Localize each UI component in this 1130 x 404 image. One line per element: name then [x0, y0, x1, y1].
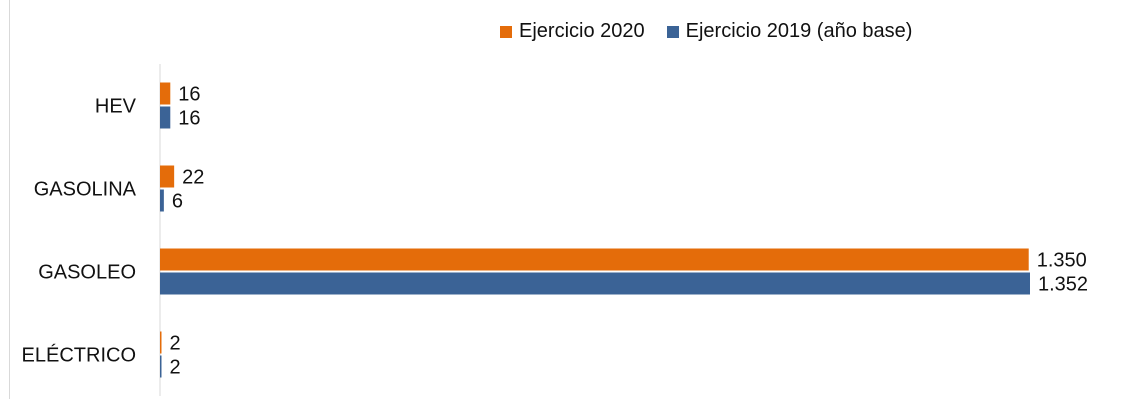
data-label-2019: 1.352: [1038, 274, 1088, 296]
legend: Ejercicio 2020 Ejercicio 2019 (año base): [500, 20, 912, 43]
legend-item-2020: Ejercicio 2020: [500, 20, 645, 43]
legend-swatch-2019: [666, 25, 679, 38]
bar-2020: [160, 165, 175, 188]
bar-2019: [160, 106, 171, 129]
data-label-2020: 2: [170, 333, 181, 355]
category-label: GASOLEO: [38, 262, 136, 284]
legend-item-2019: Ejercicio 2019 (año base): [666, 20, 913, 43]
data-label-2020: 22: [182, 167, 204, 189]
bar-2019: [160, 272, 1030, 295]
category-label: ELÉCTRICO: [22, 344, 136, 367]
bar-2019: [160, 189, 164, 212]
bar-2020: [160, 82, 171, 105]
legend-label-2019: Ejercicio 2019 (año base): [685, 20, 913, 42]
data-label-2019: 6: [172, 191, 183, 213]
category-label: GASOLINA: [34, 179, 137, 201]
data-label-2019: 16: [178, 108, 200, 130]
chart-frame-edge: [9, 0, 10, 399]
legend-label-2020: Ejercicio 2020: [519, 20, 645, 42]
data-label-2020: 16: [178, 84, 200, 106]
legend-swatch-2020: [500, 25, 512, 38]
data-label-2020: 1.350: [1037, 250, 1087, 272]
data-label-2019: 2: [170, 357, 181, 379]
category-label: HEV: [95, 96, 137, 118]
bar-2020: [160, 248, 1029, 271]
bar-2020: [160, 331, 162, 354]
bar-2019: [160, 355, 162, 378]
